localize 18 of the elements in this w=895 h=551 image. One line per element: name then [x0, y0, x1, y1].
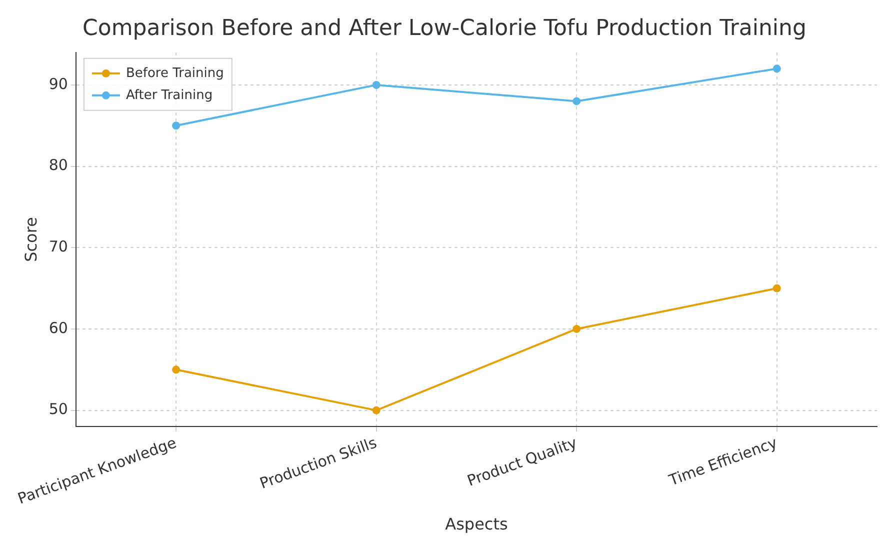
point — [772, 64, 781, 73]
x-axis-title: Aspects — [445, 514, 508, 534]
point — [372, 80, 380, 89]
y-tick-label: 90 — [48, 74, 68, 93]
point — [572, 97, 581, 106]
y-tick-label: 50 — [48, 400, 68, 418]
legend-label: Before Training — [126, 66, 224, 81]
point — [172, 366, 180, 374]
y-tick-label: 60 — [48, 318, 68, 337]
point — [172, 122, 180, 130]
point — [572, 324, 581, 333]
chart-title: Comparison Before and After Low-Calorie Tofu Production Training — [82, 16, 806, 41]
point — [372, 406, 380, 414]
y-axis-title: Score — [21, 217, 40, 262]
y-tick-label: 80 — [48, 156, 68, 174]
y-tick-label: 70 — [48, 238, 68, 256]
legend-label: After Training — [126, 88, 213, 103]
point — [772, 284, 781, 292]
